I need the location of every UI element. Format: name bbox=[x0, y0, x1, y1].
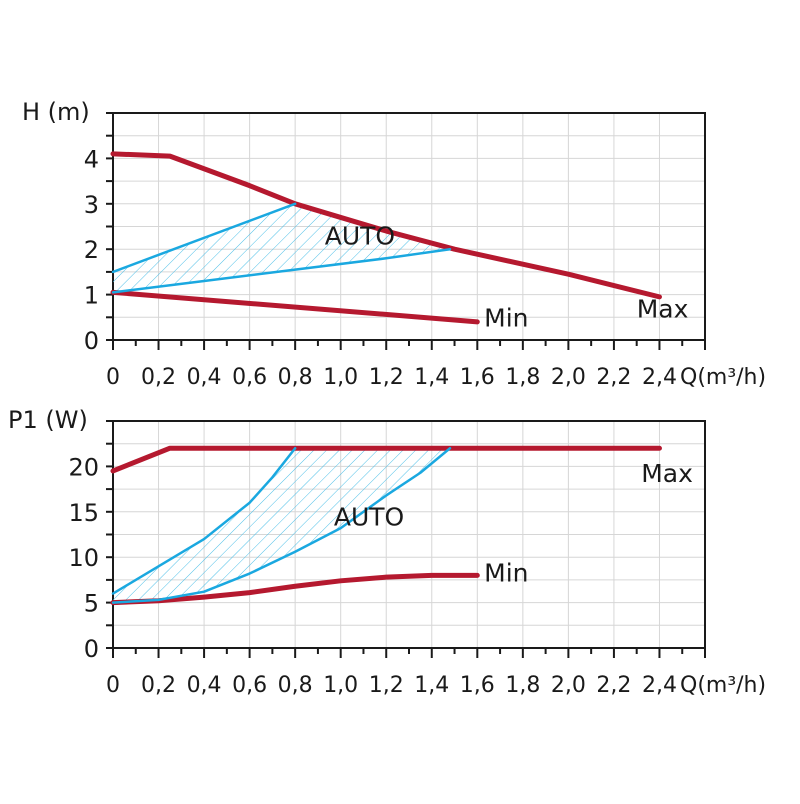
y-tick-label: 15 bbox=[68, 499, 99, 527]
x-tick-label: 1,4 bbox=[414, 673, 449, 698]
x-axis-title: Q(m³/h) bbox=[680, 673, 766, 698]
y-axis-title: P1 (W) bbox=[8, 406, 88, 434]
x-axis-title: Q(m³/h) bbox=[680, 365, 766, 390]
y-tick-label: 2 bbox=[84, 236, 99, 264]
x-tick-label: 0,6 bbox=[232, 365, 267, 390]
annotation-auto: AUTO bbox=[325, 222, 395, 251]
annotation-max: Max bbox=[637, 294, 689, 323]
x-tick-label: 0,2 bbox=[141, 673, 176, 698]
y-tick-label: 5 bbox=[84, 590, 99, 618]
x-tick-label: 0 bbox=[106, 365, 120, 390]
x-tick-label: 1,8 bbox=[505, 673, 540, 698]
annotation-min: Min bbox=[484, 303, 528, 332]
x-tick-label: 0,2 bbox=[141, 365, 176, 390]
series-auto-lower-line bbox=[111, 446, 452, 604]
x-tick-label: 2,0 bbox=[551, 365, 586, 390]
x-tick-label: 2,4 bbox=[642, 673, 677, 698]
y-tick-label: 10 bbox=[68, 544, 99, 572]
y-tick-label: 1 bbox=[84, 282, 99, 310]
y-axis-title: H (m) bbox=[22, 98, 90, 126]
x-tick-label: 0,6 bbox=[232, 673, 267, 698]
x-tick-label: 0,4 bbox=[187, 365, 222, 390]
x-tick-label: 1,0 bbox=[323, 365, 358, 390]
y-tick-label: 4 bbox=[84, 145, 99, 173]
x-tick-label: 2,4 bbox=[642, 365, 677, 390]
y-tick-label: 20 bbox=[68, 453, 99, 481]
x-tick-label: 1,6 bbox=[460, 365, 495, 390]
x-tick-label: 1,2 bbox=[369, 673, 404, 698]
series-max-line bbox=[110, 445, 662, 474]
x-tick-label: 1,2 bbox=[369, 365, 404, 390]
x-tick-label: 2,2 bbox=[596, 673, 631, 698]
y-tick-label: 3 bbox=[84, 191, 99, 219]
y-tick-label: 0 bbox=[84, 327, 99, 355]
series-auto-lower-line bbox=[111, 247, 452, 294]
x-tick-label: 1,8 bbox=[505, 365, 540, 390]
auto-region-hatch bbox=[113, 203, 450, 293]
x-tick-label: 0,8 bbox=[278, 365, 313, 390]
x-tick-label: 2,0 bbox=[551, 673, 586, 698]
x-tick-label: 1,4 bbox=[414, 365, 449, 390]
annotation-min: Min bbox=[484, 559, 528, 588]
x-tick-label: 2,2 bbox=[596, 365, 631, 390]
series-min-line bbox=[110, 572, 480, 606]
annotation-auto: AUTO bbox=[334, 502, 404, 531]
x-tick-label: 0,8 bbox=[278, 673, 313, 698]
x-tick-label: 1,0 bbox=[323, 673, 358, 698]
series-auto-upper-line bbox=[111, 446, 297, 595]
series-max-line bbox=[110, 151, 662, 300]
auto-region-hatch bbox=[113, 448, 450, 603]
series-min-line bbox=[110, 289, 480, 325]
x-tick-label: 1,6 bbox=[460, 673, 495, 698]
series-auto-upper-line bbox=[111, 202, 297, 274]
x-tick-label: 0,4 bbox=[187, 673, 222, 698]
annotation-max: Max bbox=[641, 459, 693, 488]
y-tick-label: 0 bbox=[84, 635, 99, 663]
x-tick-label: 0 bbox=[106, 673, 120, 698]
